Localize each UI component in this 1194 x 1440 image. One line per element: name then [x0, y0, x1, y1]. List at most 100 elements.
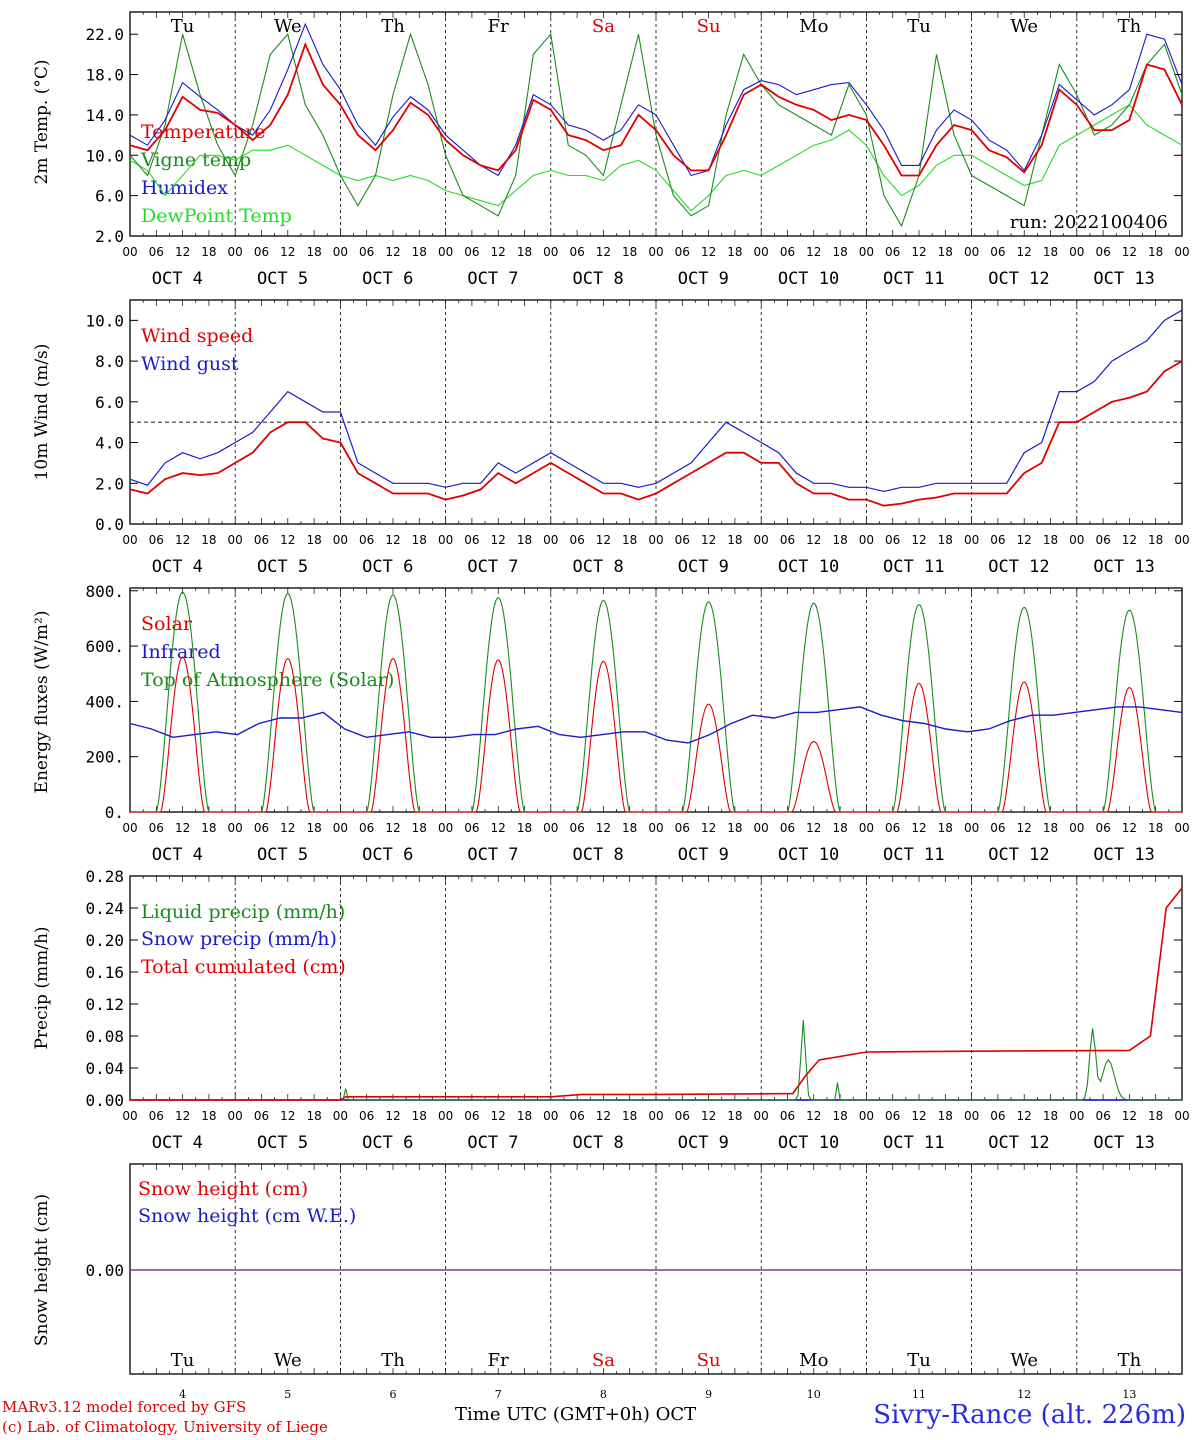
- panel-wind: 10m Wind (m/s)10.08.06.04.02.00.000 06 12 1…: [32, 299, 1190, 577]
- y-tick-label: 0.24: [85, 899, 124, 918]
- series-temperature: [129, 41, 1183, 177]
- model-credit: MARv3.12 model forced by GFS: [2, 1398, 247, 1416]
- legend-solar: Solar: [141, 613, 193, 635]
- day-number: 6: [390, 1388, 397, 1401]
- hour-tick-label: 18: [1043, 1109, 1058, 1123]
- hour-tick-label: 12: [911, 533, 926, 547]
- hour-tick-label: 00: [648, 821, 663, 835]
- y-tick-label: 10.0: [85, 146, 124, 165]
- hour-tick-label: 00: [1174, 533, 1189, 547]
- hour-tick-label: 12: [175, 1109, 190, 1123]
- hour-tick-label: 12: [491, 245, 506, 259]
- hour-tick-label: 12: [1017, 1109, 1032, 1123]
- legend-snow-height-cm: Snow height (cm): [138, 1178, 308, 1200]
- hour-tick-label: 06: [359, 245, 374, 259]
- date-label: OCT 10: [778, 557, 839, 577]
- hour-tick-label: 12: [596, 533, 611, 547]
- hour-tick-label: 00: [964, 533, 979, 547]
- hour-tick-label: 06: [359, 533, 374, 547]
- hour-tick-label: 00: [964, 245, 979, 259]
- hour-tick-label: 18: [517, 1109, 532, 1123]
- hour-tick-label: 06: [464, 1109, 479, 1123]
- hour-tick-label: 00: [438, 821, 453, 835]
- weekday-label-bottom: We: [1010, 1350, 1038, 1371]
- hour-tick-label: 06: [990, 821, 1005, 835]
- weekday-label-bottom: Tu: [907, 1350, 931, 1371]
- hour-tick-label: 00: [228, 245, 243, 259]
- date-label: OCT 12: [988, 557, 1049, 577]
- x-axis-title: Time UTC (GMT+0h) OCT: [455, 1404, 697, 1425]
- hour-tick-label: 12: [701, 245, 716, 259]
- hour-tick-label: 06: [780, 533, 795, 547]
- legend-temperature: Temperature: [141, 121, 265, 143]
- hour-tick-label: 12: [280, 821, 295, 835]
- day-number: 4: [179, 1388, 186, 1401]
- date-label: OCT 9: [678, 557, 729, 577]
- hour-tick-label: 18: [201, 533, 216, 547]
- hour-tick-label: 00: [648, 1109, 663, 1123]
- y-tick-label: 2.0: [95, 474, 124, 493]
- y-tick-label: 14.0: [85, 106, 124, 125]
- hour-tick-label: 06: [254, 533, 269, 547]
- hour-tick-label: 12: [911, 245, 926, 259]
- date-label: OCT 4: [152, 557, 203, 577]
- date-label: OCT 7: [467, 845, 518, 865]
- hour-tick-label: 12: [806, 245, 821, 259]
- hour-tick-label: 00: [438, 533, 453, 547]
- hour-tick-label: 00: [1174, 245, 1189, 259]
- date-label: OCT 9: [678, 269, 729, 289]
- plot-frame: [129, 587, 1183, 813]
- date-label: OCT 4: [152, 269, 203, 289]
- hour-tick-label: 12: [491, 821, 506, 835]
- y-tick-label: 0.04: [85, 1059, 124, 1078]
- hour-tick-label: 00: [1069, 245, 1084, 259]
- hour-tick-label: 18: [832, 245, 847, 259]
- hour-tick-label: 06: [254, 821, 269, 835]
- y-tick-label: 0.16: [85, 963, 124, 982]
- hour-tick-label: 18: [727, 821, 742, 835]
- hour-tick-label: 12: [596, 245, 611, 259]
- hour-tick-label: 12: [491, 1109, 506, 1123]
- hour-tick-label: 18: [201, 821, 216, 835]
- hour-tick-label: 00: [438, 245, 453, 259]
- weekday-label-bottom: Th: [1118, 1350, 1142, 1371]
- day-number: 13: [1122, 1388, 1136, 1401]
- date-label: OCT 10: [778, 269, 839, 289]
- hour-tick-label: 06: [780, 1109, 795, 1123]
- hour-tick-label: 00: [1069, 1109, 1084, 1123]
- hour-tick-label: 18: [622, 533, 637, 547]
- legend-top-of-atmosphere-solar: Top of Atmosphere (Solar): [141, 669, 394, 691]
- weekday-label: Th: [1118, 16, 1142, 37]
- hour-tick-label: 12: [806, 533, 821, 547]
- panel-snow: Snow height (cm) Snow height (cm) Snow hei…: [32, 1163, 1183, 1375]
- hour-tick-label: 12: [1122, 533, 1137, 547]
- hour-tick-label: 12: [491, 533, 506, 547]
- y-tick-label: 400.: [85, 692, 124, 711]
- hour-tick-label: 06: [1095, 533, 1110, 547]
- hour-tick-label: 06: [885, 821, 900, 835]
- hour-tick-label: 00: [859, 245, 874, 259]
- y-tick-label: 22.0: [85, 25, 124, 44]
- weekday-label-bottom: Tu: [171, 1350, 195, 1371]
- hour-tick-label: 06: [990, 533, 1005, 547]
- y-tick-label: 0.: [105, 803, 124, 822]
- weekday-label-bottom: We: [274, 1350, 302, 1371]
- hour-tick-label: 00: [543, 1109, 558, 1123]
- weekday-label: We: [1010, 16, 1038, 37]
- y-tick-label: 200.: [85, 748, 124, 767]
- date-label: OCT 4: [152, 845, 203, 865]
- hour-tick-label: 18: [832, 1109, 847, 1123]
- hour-tick-label: 00: [122, 533, 137, 547]
- hour-tick-label: 18: [201, 245, 216, 259]
- panel-precipitation: Precip (mm/h) 0.28 0.24 0.20 0.16 0.12 0.08 0.0…: [32, 867, 1190, 1153]
- hour-tick-label: 12: [1017, 245, 1032, 259]
- y-tick-label: 18.0: [85, 66, 124, 85]
- station-name: Sivry-Rance (alt. 226m): [873, 1400, 1186, 1430]
- hour-tick-label: 12: [280, 533, 295, 547]
- hour-tick-label: 00: [964, 1109, 979, 1123]
- hour-tick-label: 06: [359, 1109, 374, 1123]
- hour-tick-label: 18: [1043, 821, 1058, 835]
- hour-tick-label: 00: [438, 1109, 453, 1123]
- day-number: 8: [600, 1388, 607, 1401]
